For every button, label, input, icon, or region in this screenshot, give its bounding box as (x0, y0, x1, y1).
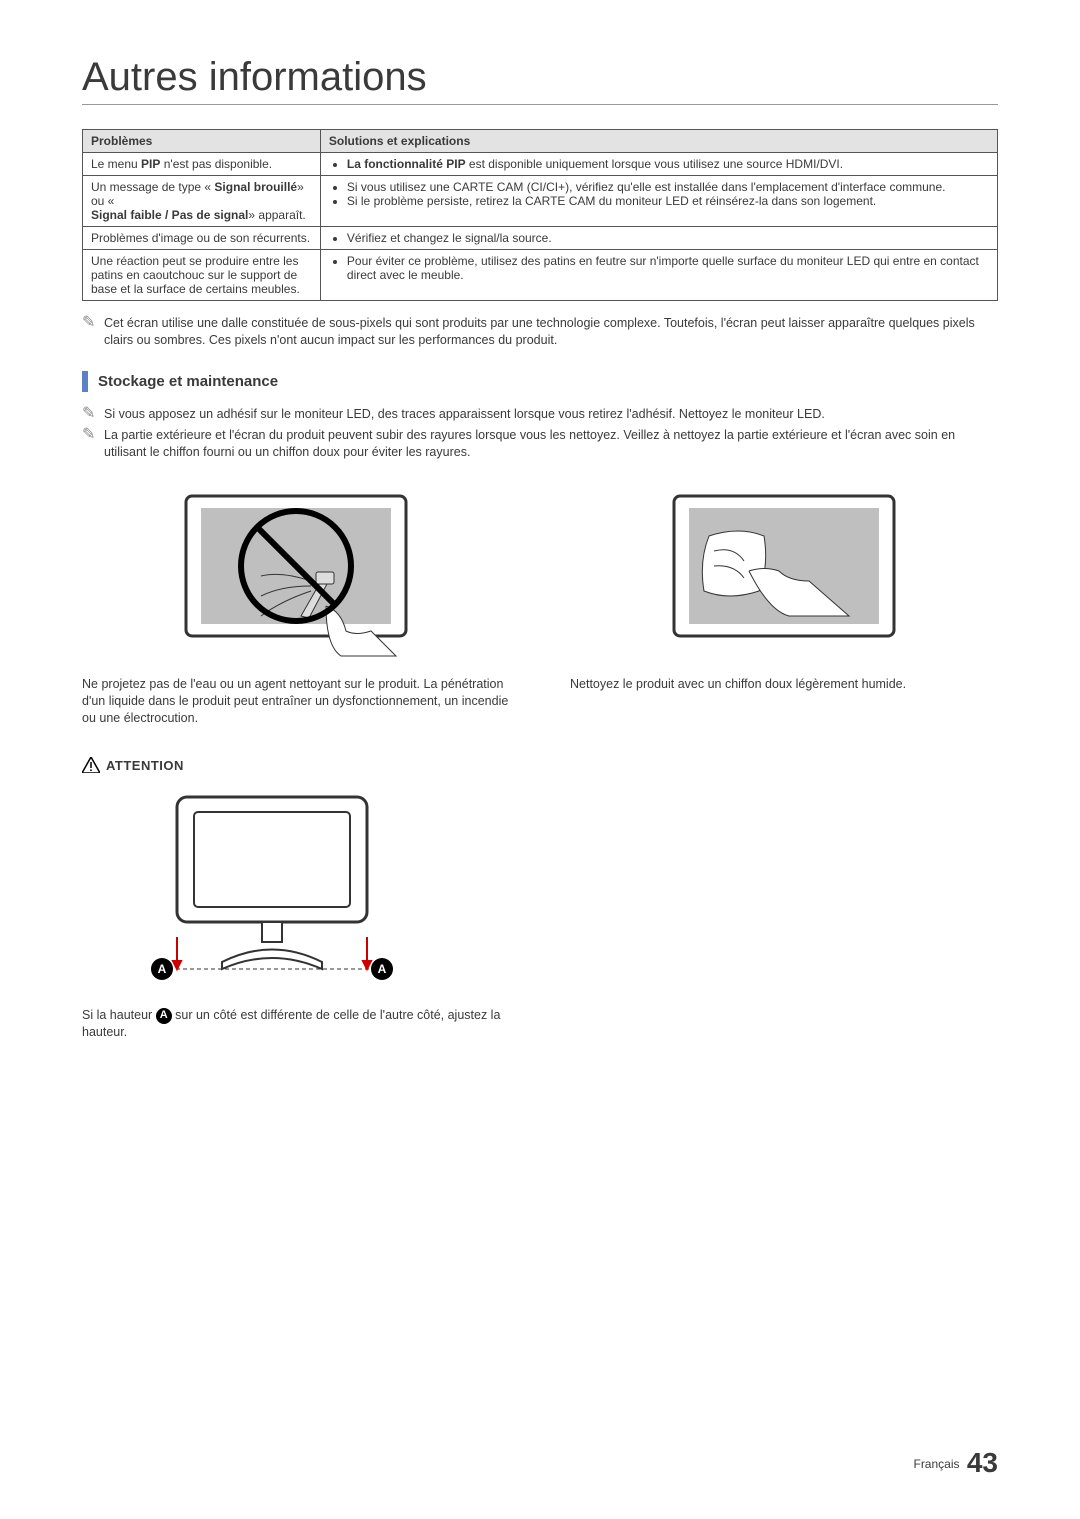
page-title: Autres informations (82, 55, 998, 105)
illustration-caption: Nettoyez le produit avec un chiffon doux… (570, 676, 998, 693)
table-row: Le menu PIP n'est pas disponible. La fon… (83, 153, 998, 176)
solution-item: Pour éviter ce problème, utilisez des pa… (347, 254, 989, 282)
svg-text:A: A (158, 962, 167, 976)
table-row: Problèmes d'image ou de son récurrents. … (83, 227, 998, 250)
solution-item: La fonctionnalité PIP est disponible uni… (347, 157, 989, 171)
cell-bold: La fonctionnalité PIP (347, 157, 466, 171)
note: ✎ La partie extérieure et l'écran du pro… (82, 427, 998, 461)
badge-a-icon: A (156, 1008, 172, 1024)
note-text: Si vous apposez un adhésif sur le monite… (104, 406, 998, 423)
note: ✎ Cet écran utilise une dalle constituée… (82, 315, 998, 349)
footer-lang: Français (913, 1457, 959, 1471)
page-footer: Français 43 (913, 1447, 998, 1479)
solution-item: Si vous utilisez une CARTE CAM (CI/CI+),… (347, 180, 989, 194)
illustration-soft-cloth (570, 486, 998, 666)
troubleshoot-table: Problèmes Solutions et explications Le m… (82, 129, 998, 301)
note-text: La partie extérieure et l'écran du produ… (104, 427, 998, 461)
caption-text: Si la hauteur (82, 1008, 156, 1022)
cell-bold: PIP (141, 157, 160, 171)
cell-text: n'est pas disponible. (160, 157, 272, 171)
cell-text: Un message de type « (91, 180, 214, 194)
section-heading: Stockage et maintenance (82, 371, 998, 392)
solution-item: Vérifiez et changez le signal/la source. (347, 231, 989, 245)
illustration-caption: Ne projetez pas de l'eau ou un agent net… (82, 676, 510, 727)
th-problems: Problèmes (83, 130, 321, 153)
cell-bold: Signal brouillé (214, 180, 297, 194)
th-solutions: Solutions et explications (320, 130, 997, 153)
svg-text:A: A (378, 962, 387, 976)
note-icon: ✎ (82, 406, 104, 422)
cell-text: Problèmes d'image ou de son récurrents. (83, 227, 321, 250)
cell-bold: Signal faible / Pas de signal (91, 208, 248, 222)
illustration-no-water (82, 486, 510, 666)
note-icon: ✎ (82, 315, 104, 331)
cell-text: Le menu (91, 157, 141, 171)
table-row: Une réaction peut se produire entre les … (83, 250, 998, 301)
warning-icon (82, 757, 100, 773)
section-bar (82, 371, 88, 392)
attention-label: ATTENTION (106, 758, 184, 773)
cell-text: » apparaît. (248, 208, 305, 222)
section-title: Stockage et maintenance (98, 371, 278, 392)
attention-caption: Si la hauteur A sur un côté est différen… (82, 1007, 522, 1041)
note-text: Cet écran utilise une dalle constituée d… (104, 315, 998, 349)
attention-heading: ATTENTION (82, 757, 998, 773)
note-icon: ✎ (82, 427, 104, 443)
note: ✎ Si vous apposez un adhésif sur le moni… (82, 406, 998, 423)
cell-text: Une réaction peut se produire entre les … (83, 250, 321, 301)
cell-text: est disponible uniquement lorsque vous u… (466, 157, 844, 171)
solution-item: Si le problème persiste, retirez la CART… (347, 194, 989, 208)
illustration-height-adjust: A A (82, 787, 522, 997)
footer-page-number: 43 (967, 1447, 998, 1478)
table-row: Un message de type « Signal brouillé» ou… (83, 176, 998, 227)
